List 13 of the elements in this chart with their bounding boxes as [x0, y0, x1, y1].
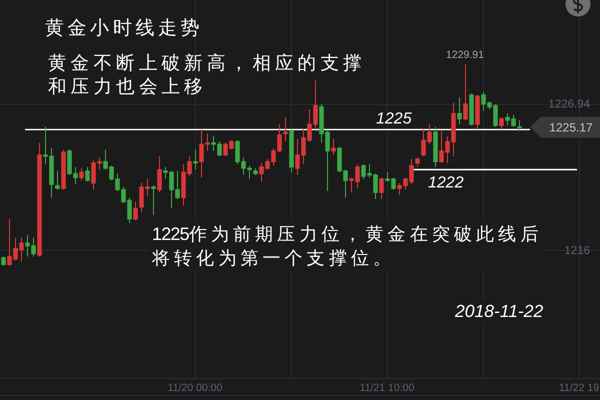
ref-line-label: 1225 [376, 110, 412, 128]
title: 黄金小时线走势 [45, 17, 204, 39]
y-tick-label: 1216 [564, 244, 590, 257]
annotation: 2018-11-22 [455, 301, 544, 321]
y-tick-label: 1226.94 [548, 98, 590, 111]
annotation: 1225作为前期压力位，黄金在突破此线后将转化为第一个支撑位。 [152, 224, 542, 269]
x-tick-label: 11/20 00:00 [168, 382, 222, 394]
subtitle: 黄金不断上破新高，相应的支撑和压力也会上移 [48, 53, 366, 98]
x-tick-label: 11/22 19 [558, 382, 600, 394]
x-tick-label: 11/21 10:00 [360, 382, 414, 394]
high-label: 1229.91 [446, 48, 484, 61]
annotation: 1225.17 [549, 120, 594, 134]
ref-line-label: 1222 [428, 174, 464, 192]
